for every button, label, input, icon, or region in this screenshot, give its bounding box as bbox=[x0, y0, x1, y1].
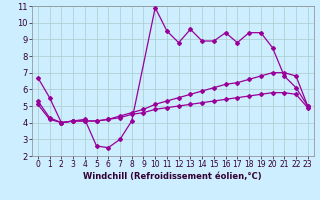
X-axis label: Windchill (Refroidissement éolien,°C): Windchill (Refroidissement éolien,°C) bbox=[84, 172, 262, 181]
